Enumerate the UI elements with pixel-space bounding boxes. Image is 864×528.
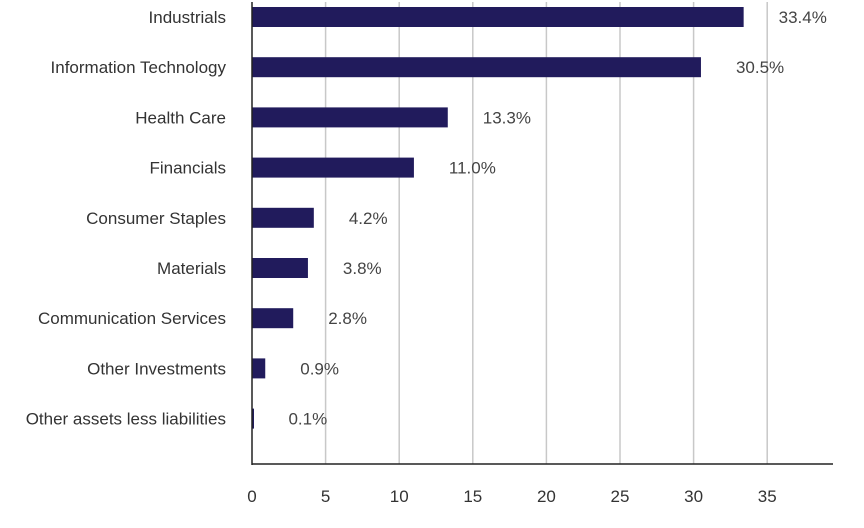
x-tick-label: 10 — [390, 487, 409, 506]
value-label: 3.8% — [343, 259, 382, 278]
value-label: 11.0% — [449, 159, 496, 178]
x-tick-labels: 0 5 10 15 20 25 30 35 — [247, 487, 776, 506]
bar-0 — [252, 7, 744, 27]
bars — [252, 7, 744, 429]
category-label: Consumer Staples — [86, 209, 226, 228]
axes — [251, 2, 833, 465]
value-label: 2.8% — [328, 309, 367, 328]
x-tick-label: 0 — [247, 487, 256, 506]
bar-5 — [252, 258, 308, 278]
category-label: Other Investments — [87, 359, 226, 378]
category-labels: Industrials Information Technology Health … — [26, 8, 227, 429]
bar-6 — [252, 308, 294, 329]
category-label: Industrials — [149, 8, 226, 27]
category-label: Communication Services — [38, 309, 226, 328]
category-label: Information Technology — [51, 58, 227, 77]
value-label: 4.2% — [349, 209, 388, 228]
x-tick-label: 15 — [463, 487, 482, 506]
category-label: Materials — [157, 259, 226, 278]
x-tick-label: 5 — [321, 487, 330, 506]
x-tick-label: 35 — [758, 487, 777, 506]
bar-1 — [252, 57, 701, 78]
value-labels: 33.4% 30.5% 13.3% 11.0% 4.2% 3.8% 2.8% 0.9% 0.1% — [288, 8, 826, 429]
bar-2 — [252, 107, 448, 128]
category-label: Financials — [149, 159, 226, 178]
bar-7 — [252, 358, 266, 379]
value-label: 30.5% — [736, 58, 784, 77]
bar-4 — [252, 207, 314, 228]
bar-3 — [252, 157, 414, 178]
x-tick-label: 20 — [537, 487, 556, 506]
category-label: Other assets less liabilities — [26, 410, 226, 429]
x-tick-label: 30 — [684, 487, 703, 506]
x-tick-label: 25 — [611, 487, 630, 506]
category-label: Health Care — [135, 108, 226, 127]
value-label: 0.9% — [300, 359, 339, 378]
bar-8 — [252, 408, 254, 429]
value-label: 13.3% — [483, 108, 531, 127]
value-label: 33.4% — [779, 8, 827, 27]
value-label: 0.1% — [288, 410, 327, 429]
gridlines — [324, 2, 768, 464]
